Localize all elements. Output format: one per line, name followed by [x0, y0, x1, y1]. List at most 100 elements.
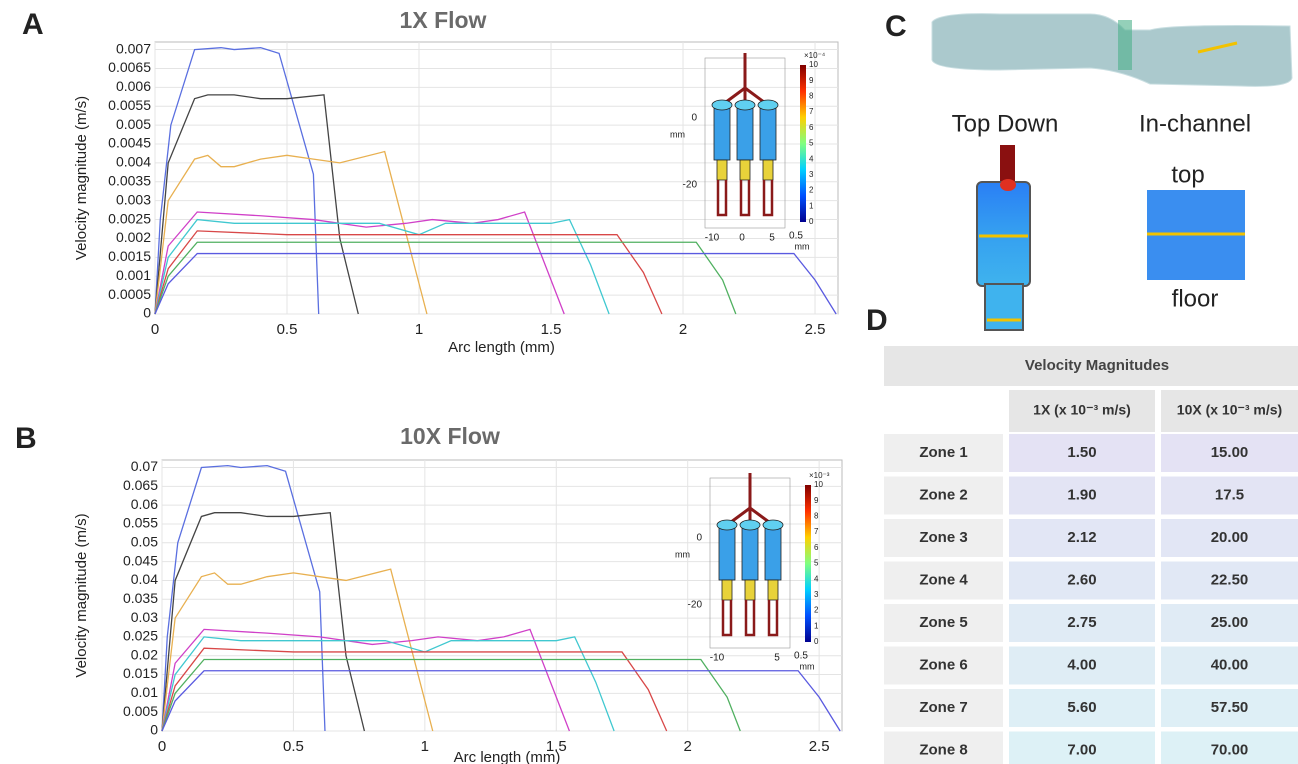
inset-cap — [739, 519, 761, 531]
y-tick-label: 0.005 — [123, 703, 158, 719]
table-title-cell — [884, 346, 1298, 386]
inset-col — [739, 159, 751, 181]
y-tick-label: 0 — [150, 722, 158, 738]
row-label: Zone 2 — [919, 486, 967, 503]
row-label-cell — [884, 646, 1003, 685]
floor-label: floor — [1172, 285, 1219, 312]
colorbar-tick: 5 — [814, 559, 819, 568]
row-label-cell — [884, 476, 1003, 515]
y-tick-label: 0.006 — [116, 78, 151, 94]
row-label: Zone 7 — [919, 699, 967, 716]
colorbar-scale: ×10⁻⁴ — [804, 51, 826, 60]
inset-cap — [711, 99, 733, 111]
y-tick-label: 0.0015 — [108, 248, 151, 264]
chart-title: 1X Flow — [400, 7, 487, 33]
inset-xunit: mm — [795, 241, 810, 251]
colorbar-tick: 4 — [809, 154, 814, 163]
top-label: top — [1171, 161, 1204, 188]
inset-cap — [734, 99, 756, 111]
cell-value: 40.00 — [1211, 656, 1249, 673]
colorbar-tick: 10 — [809, 60, 818, 69]
y-tick-label: 0.002 — [116, 229, 151, 245]
value-cell — [1009, 519, 1155, 557]
cell-value: 1.50 — [1067, 444, 1096, 461]
colorbar-tick: 8 — [809, 92, 814, 101]
inset-tree — [726, 473, 774, 527]
colorbar-tick: 6 — [809, 123, 814, 132]
plot-area — [161, 459, 843, 732]
inset-col — [762, 159, 774, 181]
inset-loop — [767, 600, 779, 637]
series-line — [161, 658, 741, 732]
x-tick-label: 0.5 — [283, 738, 304, 755]
value-cell — [1161, 434, 1298, 472]
inset-col — [759, 104, 777, 161]
inset-ylabel: 0 — [696, 533, 702, 544]
column-header: 1X (x 10⁻³ m/s) — [1033, 402, 1131, 418]
colorbar-tick: 7 — [809, 107, 814, 116]
x-tick-label: 0 — [151, 321, 159, 338]
inset-xlabel: -10 — [710, 653, 725, 664]
y-tick-label: 0.0055 — [108, 97, 151, 113]
y-tick-label: 0.025 — [123, 628, 158, 644]
inset-yunit: mm — [670, 129, 685, 139]
table-title: Velocity Magnitudes — [1025, 357, 1169, 374]
value-cell — [1009, 476, 1155, 515]
y-tick-label: 0.001 — [116, 267, 151, 283]
y-tick-label: 0.0035 — [108, 172, 151, 188]
row-label: Zone 6 — [919, 656, 967, 673]
series-line — [161, 647, 668, 732]
value-cell — [1009, 434, 1155, 472]
panel-label: D — [866, 304, 888, 337]
row-label-cell — [884, 604, 1003, 642]
y-axis-label: Velocity magnitude (m/s) — [73, 513, 90, 677]
inset-col — [767, 579, 779, 601]
inset-col — [744, 579, 756, 601]
series-line — [154, 252, 837, 315]
cell-value: 7.00 — [1067, 741, 1096, 758]
y-tick-label: 0.07 — [131, 458, 158, 474]
colorbar — [800, 65, 806, 222]
x-tick-label: 1.5 — [546, 738, 567, 755]
inset-loop — [762, 180, 774, 217]
inset-loop — [739, 180, 751, 217]
cell-value: 20.00 — [1211, 529, 1249, 546]
inset-ylabel: -20 — [683, 180, 698, 191]
inset-loop — [744, 600, 756, 637]
y-tick-label: 0.04 — [131, 571, 158, 587]
x-tick-label: 2.5 — [805, 321, 826, 338]
column-header-cell — [1161, 390, 1298, 432]
value-cell — [1009, 731, 1155, 764]
x-tick-label: 1 — [415, 321, 423, 338]
inset-ylabel: 0 — [691, 113, 697, 124]
y-tick-label: 0.045 — [123, 552, 158, 568]
y-tick-label: 0.035 — [123, 590, 158, 606]
series-line — [154, 94, 359, 315]
cell-value: 2.12 — [1067, 529, 1096, 546]
inset-col — [721, 579, 733, 601]
inset-bar-label: 0.5 — [789, 231, 803, 242]
cell-value: 22.50 — [1211, 571, 1249, 588]
colorbar-tick: 4 — [814, 574, 819, 583]
cell-value: 70.00 — [1211, 741, 1249, 758]
series-line — [161, 511, 366, 732]
colorbar-tick: 1 — [809, 201, 814, 210]
inset-loop — [721, 600, 733, 637]
inset-cap — [762, 519, 784, 531]
row-label: Zone 3 — [919, 529, 967, 546]
x-tick-label: 0.5 — [277, 321, 298, 338]
value-cell — [1161, 604, 1298, 642]
colorbar-tick: 10 — [814, 480, 823, 489]
chart-title: 10X Flow — [400, 423, 500, 449]
x-tick-label: 1 — [421, 738, 429, 755]
y-tick-label: 0.03 — [131, 609, 158, 625]
inset-yunit: mm — [675, 549, 690, 559]
colorbar-tick: 8 — [814, 512, 819, 521]
y-tick-label: 0.065 — [123, 477, 158, 493]
inset-xlabel: 5 — [769, 233, 775, 244]
value-cell — [1009, 646, 1155, 685]
colorbar-tick: 7 — [814, 527, 819, 536]
